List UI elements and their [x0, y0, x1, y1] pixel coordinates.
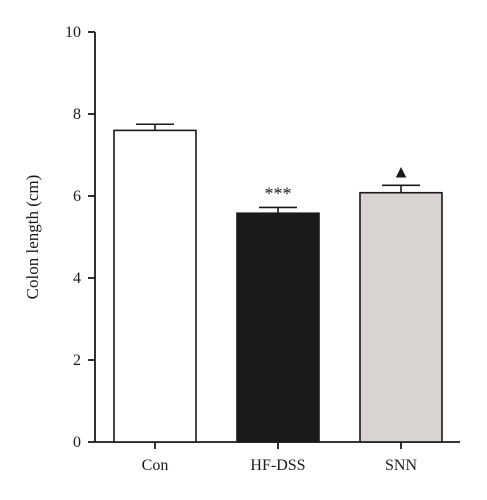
error-bar-con: [136, 123, 174, 131]
y-tick-label: 0: [73, 434, 81, 451]
y-tick-label: 8: [73, 106, 81, 123]
y-tick-label: 10: [65, 24, 81, 41]
bars: [113, 129, 443, 443]
bar-snn: [359, 191, 443, 443]
error-bar-hf-dss: [259, 206, 297, 214]
bar-hf-dss: [236, 212, 320, 443]
y-tick-label: 4: [73, 270, 81, 287]
significance-hf-dss: ***: [265, 183, 292, 203]
x-axis: Con HF-DSS SNN: [95, 441, 460, 474]
annotations: *** ▲: [265, 161, 410, 203]
x-tick-label-hf-dss: HF-DSS: [250, 457, 305, 474]
bar-con: [113, 129, 197, 443]
y-axis: 0 2 4 6 8 10: [65, 24, 96, 451]
error-bar-snn: [382, 184, 420, 193]
y-axis-title: Colon length (cm): [23, 175, 42, 300]
y-tick-label: 2: [73, 352, 81, 369]
x-tick-label-snn: SNN: [385, 457, 417, 474]
x-tick-label-con: Con: [142, 457, 169, 474]
significance-snn: ▲: [392, 161, 410, 181]
y-tick-label: 6: [73, 188, 81, 205]
error-bars: [136, 123, 420, 214]
